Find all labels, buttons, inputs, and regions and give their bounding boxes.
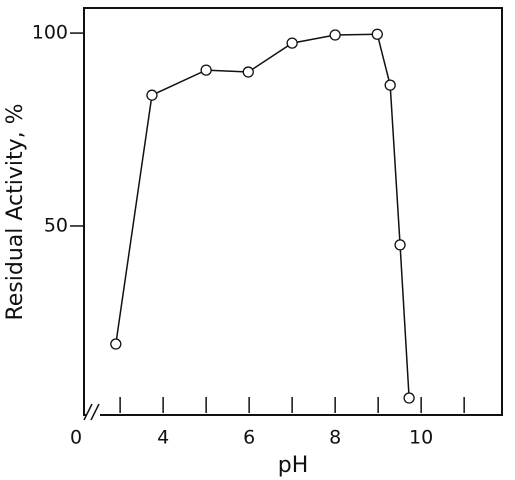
- data-line: [115, 33, 410, 399]
- y-axis-title: Residual Activity, %: [3, 103, 28, 320]
- y-tick-label: 50: [44, 214, 68, 236]
- data-point: [146, 89, 158, 101]
- x-tick-label: 8: [329, 427, 341, 449]
- data-point: [371, 28, 383, 40]
- data-point: [242, 66, 254, 78]
- x-tick-label: 6: [243, 427, 255, 449]
- y-tick-label: 100: [32, 22, 68, 44]
- plot-frame: [83, 7, 503, 416]
- data-point: [403, 392, 415, 404]
- data-point: [200, 64, 212, 76]
- data-point: [286, 37, 298, 49]
- axis-break-gap: [86, 400, 100, 422]
- data-point: [329, 29, 341, 41]
- x-tick-label: 10: [409, 427, 433, 449]
- data-point: [394, 239, 406, 251]
- axis-break-mark: [83, 403, 93, 421]
- x-tick-label: 4: [157, 427, 169, 449]
- x-break-label: 0: [70, 427, 82, 449]
- data-point: [110, 338, 122, 350]
- data-point: [384, 79, 396, 91]
- x-axis-title: pH: [278, 453, 309, 478]
- axis-break-mark: [90, 403, 100, 421]
